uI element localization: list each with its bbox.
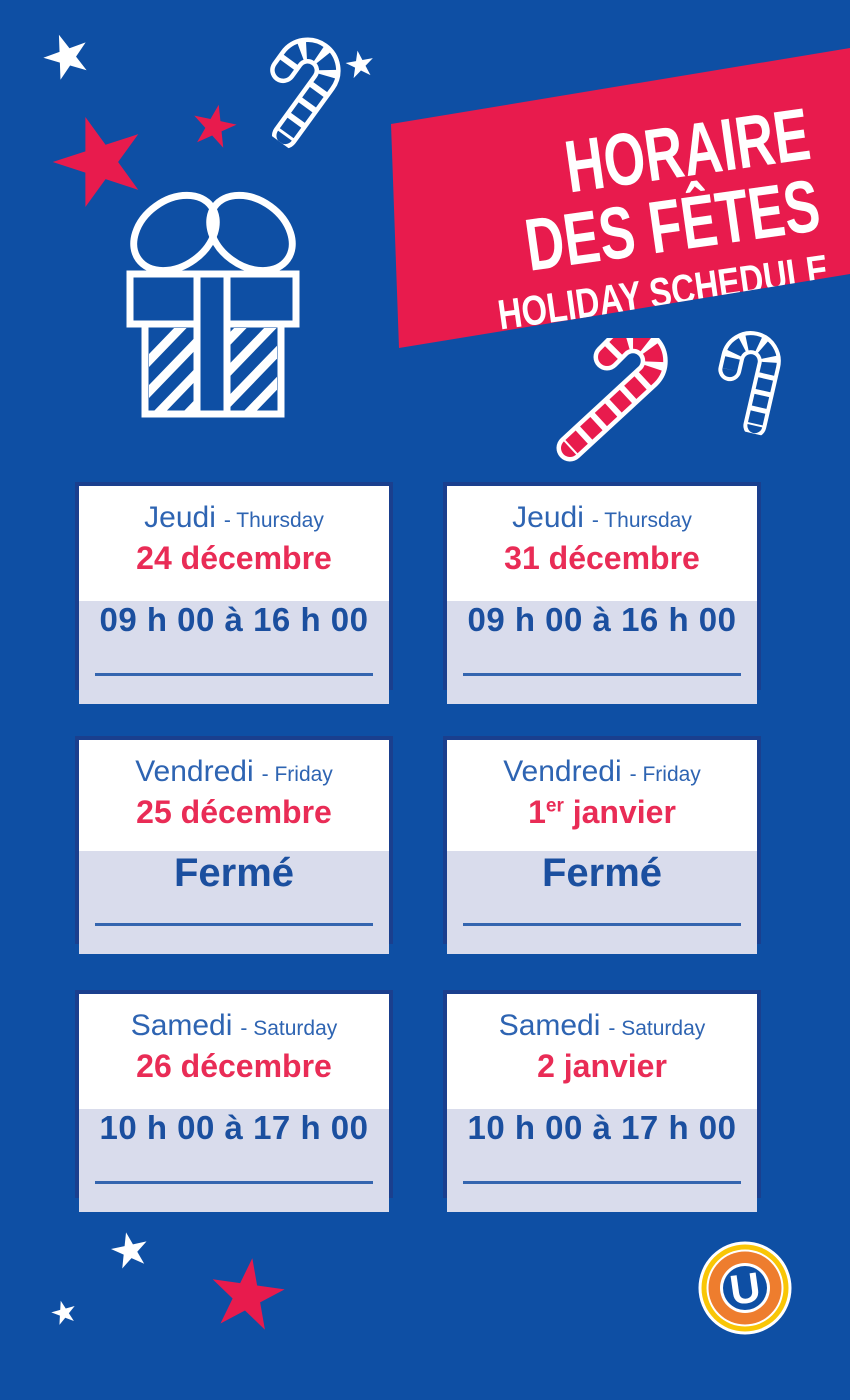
logo-letter: U bbox=[727, 1263, 764, 1314]
day-name-en: - Saturday bbox=[240, 1017, 338, 1040]
card-date: 24 décembre bbox=[136, 541, 332, 575]
underline-rule bbox=[95, 1181, 373, 1184]
u-circle-logo: U bbox=[698, 1241, 792, 1335]
schedule-card-dec31: Jeudi - Thursday 31 décembre 09 h 00 à 1… bbox=[443, 482, 761, 704]
day-name-fr: Samedi bbox=[498, 1009, 601, 1042]
star-icon bbox=[206, 1254, 289, 1332]
schedule-card-dec26: Samedi - Saturday 26 décembre 10 h 00 à … bbox=[75, 990, 393, 1212]
day-name-fr: Vendredi bbox=[135, 755, 254, 788]
card-date: 2 janvier bbox=[537, 1049, 667, 1083]
candy-cane-icon bbox=[556, 338, 668, 462]
card-date: 26 décembre bbox=[136, 1049, 332, 1083]
card-day: Samedi - Saturday bbox=[499, 1010, 706, 1045]
date-main: 1 bbox=[528, 794, 546, 830]
day-name-en: - Friday bbox=[261, 763, 333, 786]
card-header: Jeudi - Thursday 31 décembre bbox=[447, 486, 757, 587]
card-day: Jeudi - Thursday bbox=[144, 502, 324, 537]
date-main: 24 décembre bbox=[136, 540, 332, 576]
card-header: Samedi - Saturday 2 janvier bbox=[447, 994, 757, 1095]
day-name-en: - Thursday bbox=[223, 509, 324, 532]
underline-rule bbox=[463, 673, 741, 676]
day-name-en: - Friday bbox=[629, 763, 701, 786]
star-icon bbox=[50, 1299, 78, 1327]
date-superscript: er bbox=[545, 795, 564, 817]
underline-rule bbox=[463, 923, 741, 926]
star-icon bbox=[41, 31, 93, 83]
date-main: 25 décembre bbox=[136, 794, 332, 830]
card-hours-section: 10 h 00 à 17 h 00 bbox=[79, 1109, 389, 1212]
card-hours-section: 09 h 00 à 16 h 00 bbox=[447, 601, 757, 704]
underline-rule bbox=[463, 1181, 741, 1184]
card-hours-section: Fermé bbox=[447, 851, 757, 954]
underline-rule bbox=[95, 923, 373, 926]
date-main: 2 janvier bbox=[537, 1048, 667, 1084]
card-day: Samedi - Saturday bbox=[131, 1010, 338, 1045]
date-main: 26 décembre bbox=[136, 1048, 332, 1084]
date-main: 31 décembre bbox=[504, 540, 700, 576]
card-header: Samedi - Saturday 26 décembre bbox=[79, 994, 389, 1095]
card-hours: 10 h 00 à 17 h 00 bbox=[467, 1109, 737, 1146]
card-date: 31 décembre bbox=[504, 541, 700, 575]
card-header: Jeudi - Thursday 24 décembre bbox=[79, 486, 389, 587]
card-day: Vendredi - Friday bbox=[503, 756, 701, 791]
card-day: Jeudi - Thursday bbox=[512, 502, 692, 537]
card-hours: 09 h 00 à 16 h 00 bbox=[99, 601, 369, 638]
card-hours-section: 09 h 00 à 16 h 00 bbox=[79, 601, 389, 704]
card-header: Vendredi - Friday 25 décembre bbox=[79, 740, 389, 841]
banner-title: HORAIRE DES FÊTES HOLIDAY SCHEDULE bbox=[391, 92, 832, 348]
gift-icon bbox=[126, 191, 300, 418]
star-icon bbox=[189, 102, 239, 150]
day-name-fr: Jeudi bbox=[512, 501, 584, 534]
candy-cane-icon bbox=[270, 37, 341, 149]
card-hours-section: Fermé bbox=[79, 851, 389, 954]
schedule-card-jan2: Samedi - Saturday 2 janvier 10 h 00 à 17… bbox=[443, 990, 761, 1212]
schedule-grid: Jeudi - Thursday 24 décembre 09 h 00 à 1… bbox=[75, 482, 761, 1212]
day-name-fr: Samedi bbox=[130, 1009, 233, 1042]
underline-rule bbox=[95, 673, 373, 676]
day-name-en: - Saturday bbox=[608, 1017, 706, 1040]
card-hours: Fermé bbox=[173, 851, 295, 895]
day-name-fr: Jeudi bbox=[144, 501, 216, 534]
card-day: Vendredi - Friday bbox=[135, 756, 333, 791]
card-hours: 10 h 00 à 17 h 00 bbox=[99, 1109, 369, 1146]
card-date: 1er janvier bbox=[528, 795, 676, 829]
date-tail: janvier bbox=[563, 794, 676, 830]
schedule-card-dec25: Vendredi - Friday 25 décembre Fermé bbox=[75, 736, 393, 954]
schedule-card-jan1: Vendredi - Friday 1er janvier Fermé bbox=[443, 736, 761, 954]
card-header: Vendredi - Friday 1er janvier bbox=[447, 740, 757, 841]
star-icon bbox=[109, 1230, 151, 1270]
card-date: 25 décembre bbox=[136, 795, 332, 829]
day-name-fr: Vendredi bbox=[503, 755, 622, 788]
candy-cane-icon bbox=[718, 331, 781, 438]
card-hours: Fermé bbox=[541, 851, 663, 895]
day-name-en: - Thursday bbox=[591, 509, 692, 532]
card-hours: 09 h 00 à 16 h 00 bbox=[467, 601, 737, 638]
card-hours-section: 10 h 00 à 17 h 00 bbox=[447, 1109, 757, 1212]
schedule-card-dec24: Jeudi - Thursday 24 décembre 09 h 00 à 1… bbox=[75, 482, 393, 704]
